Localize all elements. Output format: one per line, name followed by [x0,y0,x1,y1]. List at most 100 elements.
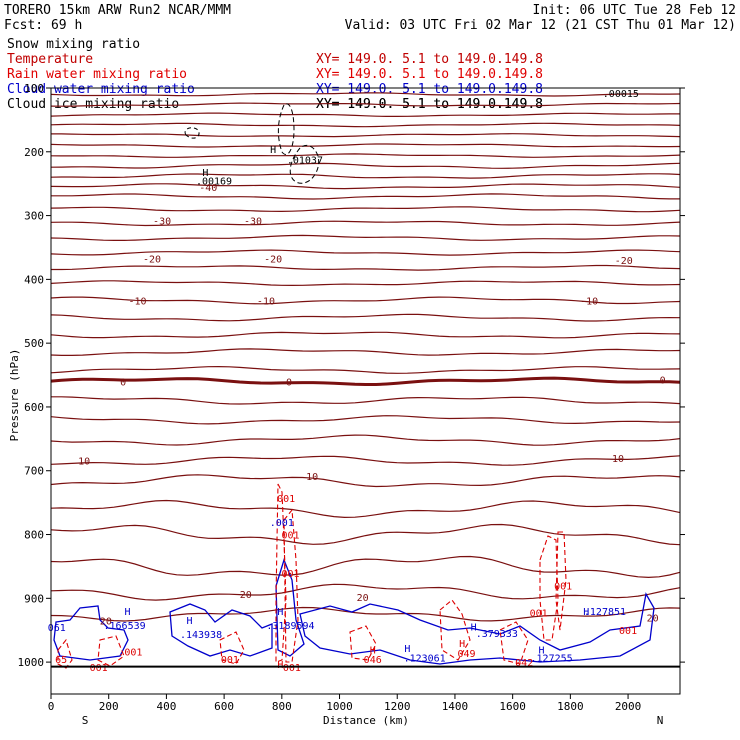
isotherm-line [50,122,681,128]
isotherm-label: -10 [129,296,147,307]
cloud-ice-contour [184,127,200,139]
legend-entry: Cloud water mixing ratio [7,82,195,97]
y-tick-label: 900 [24,592,44,605]
isotherm-line [50,102,681,107]
isotherm-line [50,206,681,213]
isotherm-label: -10 [257,296,275,307]
valid-time: Valid: 03 UTC Fri 02 Mar 12 (21 CST Thu … [345,18,736,33]
isotherm-line [50,555,681,579]
rain-water-contour [349,625,377,661]
y-tick-label: 100 [24,82,44,95]
x-tick-label: 1200 [384,700,411,713]
isotherm-line [50,415,681,425]
forecast-hour: Fcst: 69 h [4,18,82,33]
isotherm-label: 0 [660,376,666,387]
cloud-water-label: .143938 [180,630,222,641]
rain-water-label: 001 [619,626,637,637]
y-tick-label: 800 [24,529,44,542]
isotherm-line [50,606,681,622]
isotherm-label: -10 [580,296,598,307]
rain-water-label: 001 [283,663,301,674]
cloud-water-label: H [124,607,130,618]
rain-water-label: H [370,645,376,656]
y-axis-label: Pressure (hPa) [8,349,21,442]
x-tick-label: 1000 [326,700,353,713]
x-axis-label: Distance (km) [323,714,409,727]
x-tick-label: 2000 [615,700,642,713]
cloud-water-label: 061 [48,623,66,634]
x-tick-label: 0 [48,700,55,713]
cloud-water-contour [299,592,655,665]
legend-xy-snow: XY= 149.0. 5.1 to 149.0.149.8 [316,97,543,112]
legend-entry: Rain water mixing ratio [7,67,187,82]
rain-water-label: 001 [281,531,299,542]
isotherm-line [51,264,681,271]
rain-water-label: 042 [515,658,533,669]
rain-water-label: 65 [55,655,67,666]
isotherm-line [50,455,681,466]
rain-water-label: 049 [457,649,475,660]
rain-water-label: 001 [90,663,108,674]
isotherm-line [51,396,681,405]
isotherm-line [50,499,681,519]
isotherm-line [51,193,680,200]
cloud-water-label: .127255 [531,654,573,665]
x-tick-label: 200 [99,700,119,713]
cloud-water-label: .123061 [404,654,446,665]
isotherm-line [50,434,681,446]
rain-water-label: H [277,660,283,671]
rain-water-contour [97,635,125,667]
cloud-ice-contour [277,103,295,155]
isotherm-line [50,162,681,169]
y-tick-label: 1000 [18,656,45,669]
isotherm-label: 20 [100,617,112,628]
legend-entry: Snow mixing ratio [7,37,140,52]
x-tick-label: 400 [156,700,176,713]
isotherm-label: 10 [78,457,90,468]
y-tick-label: 500 [24,337,44,350]
rain-water-label: 001 [277,494,295,505]
cloud-water-contour [275,558,305,657]
rain-water-label: 001 [281,569,299,580]
cloud-water-label: .379333 [476,629,518,640]
isotherm-line [50,234,681,241]
isotherm-line [50,331,681,339]
rain-water-contour [57,638,73,669]
cloud-water-label: H [583,607,589,618]
isotherm-label: 10 [612,454,624,465]
isotherm-line [50,280,681,287]
isotherm-label: 20 [357,593,369,604]
isotherm-label: -20 [264,254,282,265]
isotherm-line [50,313,681,322]
cloud-water-contour [169,603,273,657]
cloud-ice-label: .00169 [196,176,232,187]
isotherm-line [50,183,681,190]
cloud-water-label: .001 [270,518,294,529]
isotherm-line [50,474,681,488]
rain-water-label: .001 [118,647,142,658]
isotherm-label: 20 [240,590,252,601]
isotherm-label: -20 [615,256,633,267]
cloud-water-label: .166539 [103,621,145,632]
isotherm-line [50,365,681,374]
chart-header: TORERO 15km ARW Run2 NCAR/MMM Init: 06 U… [4,3,736,33]
cloud-water-contour [53,605,129,661]
x-axis-south-label: S [82,714,89,727]
isotherm-label: 0 [120,377,126,388]
model-title: TORERO 15km ARW Run2 NCAR/MMM [4,3,231,18]
isotherm-line [50,143,681,148]
plot-frame [50,87,681,695]
legend-xy: XY= 149.0. 5.1 to 149.0.149.8 [316,52,543,67]
isotherm-line [50,348,681,356]
cloud-ice-label: H [270,145,276,156]
x-tick-label: 600 [214,700,234,713]
isotherm-line [50,523,681,546]
isotherm-label: -30 [153,217,171,228]
isotherm-line [50,153,681,158]
isotherm-line [50,92,681,97]
isotherm-label: 0 [286,377,292,388]
x-axis-north-label: N [657,714,664,727]
cloud-ice-label: .00015 [603,89,639,100]
